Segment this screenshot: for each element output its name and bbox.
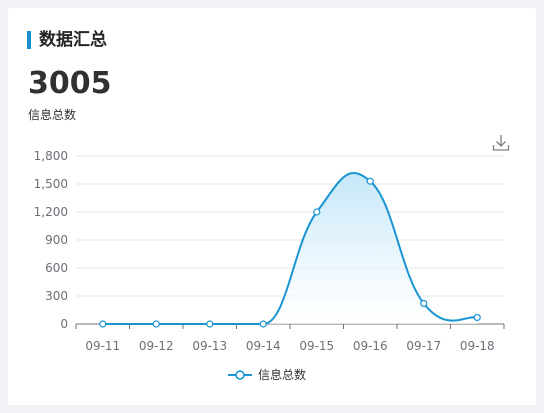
series-area (102, 173, 478, 324)
data-point (152, 320, 160, 328)
legend-marker (235, 370, 245, 380)
legend-label: 信息总数 (258, 367, 306, 382)
y-tick-label: 1,200 (34, 205, 68, 219)
x-tick-label: 09-17 (406, 339, 441, 353)
x-tick-label: 09-15 (299, 339, 334, 353)
download-icon[interactable] (491, 133, 511, 153)
y-tick-label: 600 (45, 261, 68, 275)
y-tick-label: 1,500 (34, 177, 68, 191)
total-count: 3005 (28, 66, 112, 101)
data-point (99, 320, 107, 328)
data-point (259, 320, 267, 328)
card-title: 数据汇总 (39, 30, 107, 50)
x-tick-label: 09-13 (192, 339, 227, 353)
y-tick-label: 300 (45, 289, 68, 303)
x-tick-label: 09-12 (139, 339, 174, 353)
x-tick-label: 09-14 (246, 339, 281, 353)
y-tick-label: 1,800 (34, 149, 68, 163)
data-point (366, 177, 374, 185)
summary-card: 数据汇总 3005 信息总数 0 300 600 900 1,200 1,500 1,800… (8, 8, 536, 405)
total-count-label: 信息总数 (28, 108, 77, 122)
x-tick-label: 09-18 (460, 339, 495, 353)
y-tick-label: 900 (45, 233, 68, 247)
download-icon-glyph (492, 135, 510, 151)
title-accent-bar (27, 31, 31, 49)
series-line (102, 172, 478, 326)
x-tick-label: 09-11 (85, 339, 120, 353)
x-tick-label: 09-16 (353, 339, 388, 353)
y-tick-label: 0 (60, 317, 68, 331)
data-point (473, 313, 481, 322)
data-point (313, 208, 321, 216)
line-chart: 0 300 600 900 1,200 1,500 1,800 09-11 09-12 09-13… (34, 149, 505, 382)
data-point (206, 320, 214, 328)
data-point (420, 299, 428, 308)
